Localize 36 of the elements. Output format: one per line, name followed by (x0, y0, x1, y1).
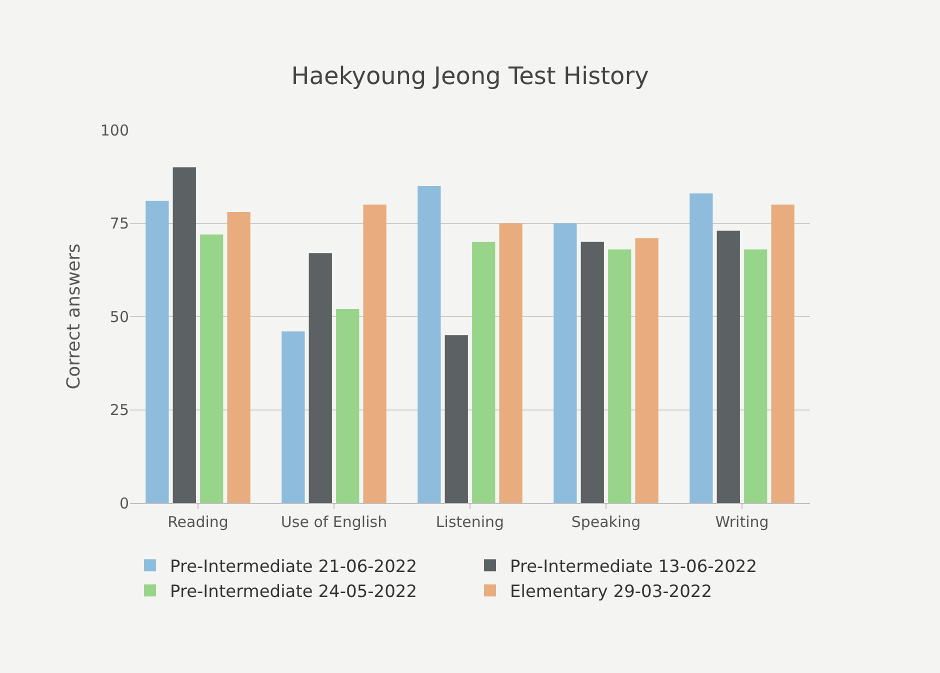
bar (744, 249, 768, 503)
x-tick-label: Use of English (280, 513, 388, 531)
bar (418, 186, 441, 503)
x-tick-label: Listening (436, 513, 504, 531)
bar (200, 234, 224, 503)
y-tick-label: 75 (110, 214, 129, 232)
bar (716, 230, 740, 503)
bar (172, 167, 196, 503)
bar (363, 204, 386, 503)
x-tick-label: Speaking (571, 513, 641, 531)
bar (608, 249, 632, 503)
bar (580, 242, 604, 503)
bar (499, 223, 522, 503)
bar (690, 193, 713, 503)
y-tick-label: 0 (119, 494, 129, 512)
bar (444, 335, 468, 503)
bar (336, 309, 360, 503)
y-tick-label: 50 (110, 308, 129, 326)
bar (771, 204, 794, 503)
bar (308, 253, 332, 503)
bar (146, 200, 169, 503)
legend-label: Elementary 29-03-2022 (510, 582, 712, 602)
bar (472, 242, 496, 503)
y-axis-title: Correct answers (64, 244, 85, 390)
x-tick-label: Reading (168, 513, 228, 531)
legend-label: Pre-Intermediate 24-05-2022 (170, 582, 418, 602)
y-tick-label: 100 (100, 121, 129, 140)
chart-title: Haekyoung Jeong Test History (291, 62, 649, 90)
legend-label: Pre-Intermediate 21-06-2022 (170, 556, 418, 577)
bar (227, 212, 250, 503)
y-tick-label: 25 (110, 401, 129, 419)
bar (282, 331, 305, 503)
bar (554, 223, 577, 503)
legend-label: Pre-Intermediate 13-06-2022 (510, 556, 758, 577)
bar (635, 238, 658, 503)
x-tick-label: Writing (715, 513, 769, 531)
